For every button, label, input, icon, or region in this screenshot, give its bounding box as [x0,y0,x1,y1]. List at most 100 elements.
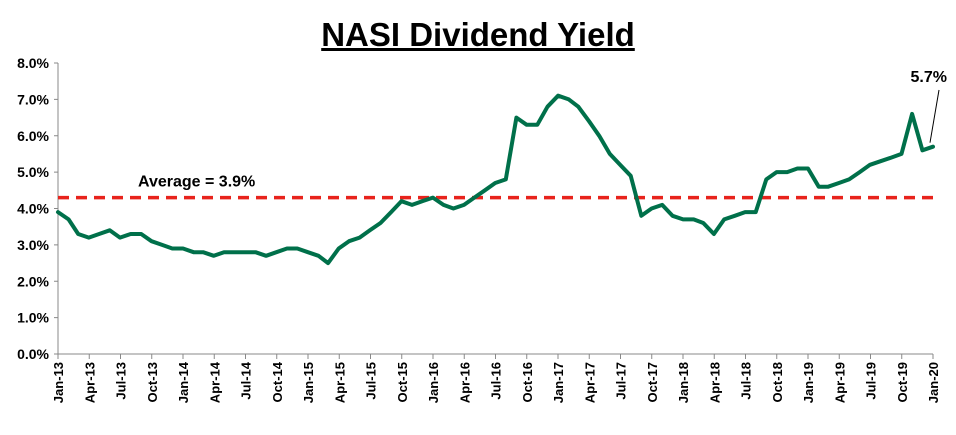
data-point [713,233,715,235]
data-point [629,175,632,177]
data-point [682,218,684,221]
data-point [244,251,246,253]
data-point [254,251,257,253]
data-point [900,153,903,155]
data-point [671,215,674,217]
data-point [827,185,829,188]
data-point [223,251,225,253]
x-tick-label: Jan-18 [676,362,691,403]
data-point [494,182,497,184]
data-point [286,247,288,250]
data-point [265,255,267,257]
y-tick-label: 5.0% [17,164,49,180]
y-tick-label: 2.0% [17,273,49,289]
data-point [879,160,882,162]
data-point [723,218,725,221]
data-point [568,98,570,101]
data-point [702,222,705,224]
x-tick-label: Apr-18 [707,362,722,403]
data-point [921,149,924,152]
data-point [692,218,695,221]
data-point [598,135,600,137]
data-point [150,240,153,242]
average-label: Average = 3.9% [138,174,255,191]
y-tick-label: 6.0% [17,128,49,144]
data-point [536,124,539,126]
data-point [213,255,215,257]
data-point [609,153,611,155]
data-point [890,156,892,159]
data-point [358,236,361,239]
end-value-annotation: 5.7% [911,69,947,86]
data-point [796,167,799,170]
data-point [807,167,809,170]
data-point [108,229,111,232]
data-point [307,251,309,253]
data-point [452,207,455,210]
x-tick-label: Oct-18 [770,362,785,402]
x-tick-label: Jul-16 [489,362,504,400]
data-point [775,171,778,173]
data-point [390,211,392,213]
data-point [77,233,79,235]
data-point [640,215,643,217]
data-point [650,207,653,210]
data-point [786,171,788,173]
data-point [327,262,329,264]
data-point [911,113,913,115]
data-point [129,233,132,235]
data-point [182,247,184,250]
y-tick-label: 0.0% [17,346,49,362]
data-point [140,233,142,235]
axes [54,62,934,359]
x-tick-label: Apr-15 [332,362,347,403]
x-tick-label: Oct-19 [895,362,910,402]
y-tick-label: 1.0% [17,310,49,326]
data-point [98,233,100,235]
data-point [546,105,549,108]
data-point [557,94,559,97]
data-point [473,196,476,199]
data-point [432,196,434,199]
y-tick-label: 4.0% [17,201,49,217]
y-tick-label: 3.0% [17,237,49,253]
y-tick-label: 7.0% [17,91,49,107]
x-tick-label: Oct-15 [395,362,410,402]
data-point [765,178,768,181]
data-point [484,189,486,192]
data-point [171,247,174,250]
data-point [577,105,580,108]
data-point [744,211,746,213]
data-point [379,222,382,224]
x-tick-label: Jan-16 [426,362,441,403]
annotation-leader-line [929,89,940,143]
x-tick-label: Apr-17 [582,362,597,403]
data-point [67,218,70,221]
x-tick-label: Jul-15 [364,362,379,400]
data-point [932,145,934,148]
x-tick-label: Jan-20 [926,362,941,403]
x-tick-label: Oct-13 [145,362,160,402]
x-tick-label: Apr-16 [457,362,472,403]
data-point [337,247,340,250]
data-point [515,116,518,119]
labels: 0.0% 1.0% 2.0% 3.0% 4.0% 5.0% 6.0% 7.0% 8.0% Jan-… [17,55,947,403]
data-point [202,251,204,253]
data-point [505,178,507,181]
data-point [619,164,621,166]
data-point [817,185,820,188]
data-point [734,215,736,217]
data-point [275,251,278,253]
chart-title: NASI Dividend Yield [321,16,635,53]
data-point [161,244,163,246]
data-point [754,211,757,213]
data-point [400,200,403,202]
data-point [442,204,445,206]
data-point [421,200,424,202]
x-tick-label: Oct-16 [520,362,535,402]
data-point [233,251,236,253]
data-point [588,120,590,122]
x-tick-label: Jan-14 [176,361,191,403]
x-tick-label: Jan-19 [801,362,816,403]
